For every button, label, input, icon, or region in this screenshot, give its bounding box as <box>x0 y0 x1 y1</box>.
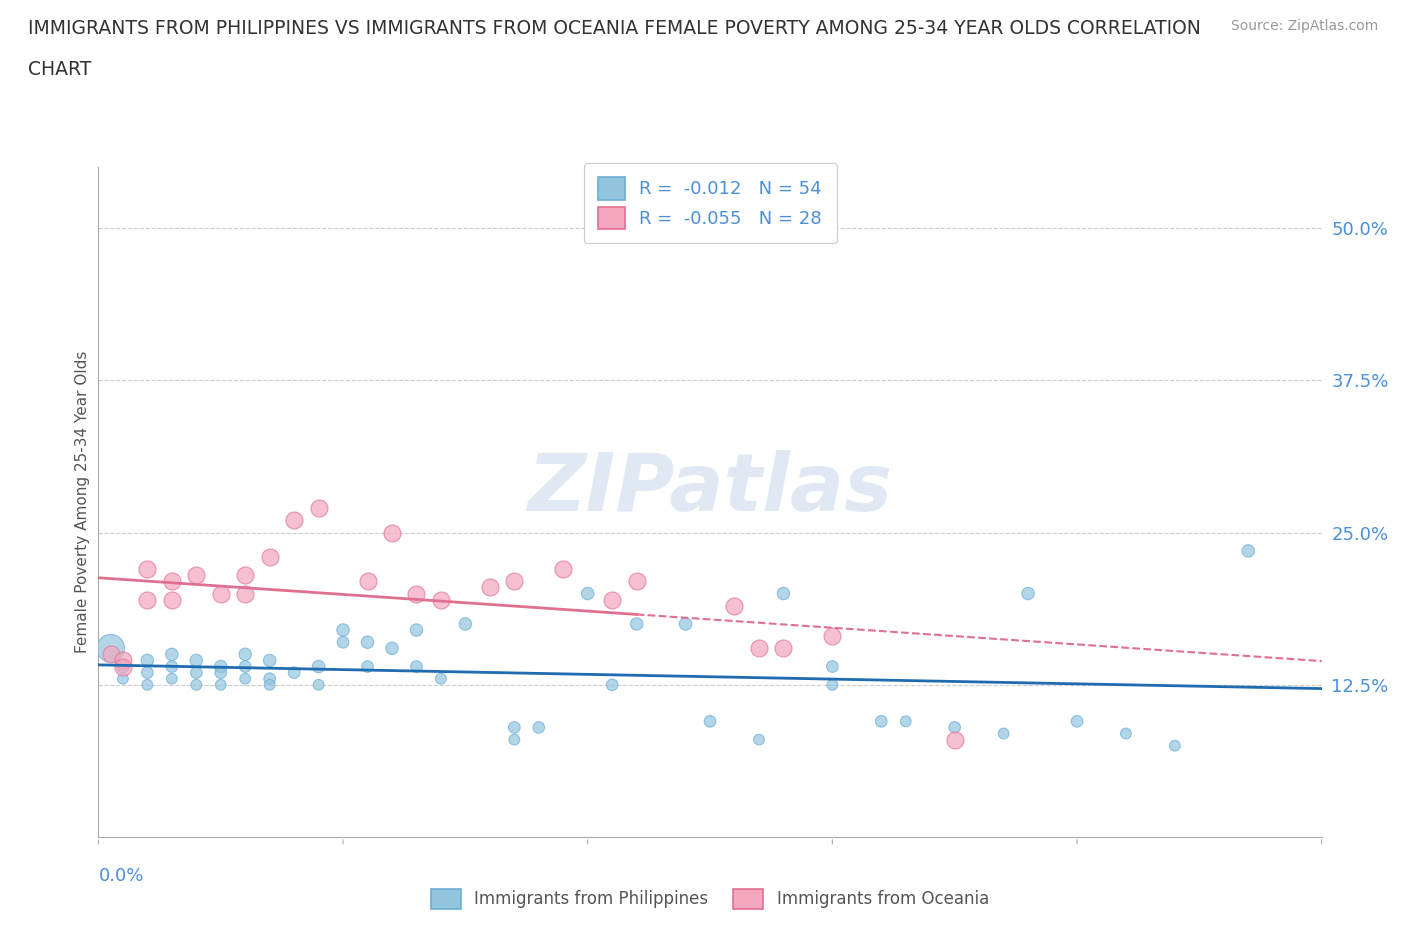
Point <box>186 568 208 583</box>
Point <box>1066 714 1088 729</box>
Point <box>1017 586 1039 601</box>
Point <box>160 659 183 674</box>
Point <box>111 653 134 668</box>
Point <box>894 714 917 729</box>
Point <box>111 659 134 674</box>
Point <box>772 641 794 656</box>
Point <box>332 622 354 637</box>
Point <box>503 720 526 735</box>
Point <box>186 677 208 692</box>
Point <box>748 732 770 747</box>
Point <box>430 671 453 686</box>
Point <box>111 659 134 674</box>
Point <box>356 574 378 589</box>
Point <box>381 525 404 540</box>
Point <box>160 671 183 686</box>
Point <box>553 562 575 577</box>
Point <box>308 659 330 674</box>
Point <box>748 641 770 656</box>
Point <box>136 562 159 577</box>
Point <box>381 641 404 656</box>
Point <box>233 671 256 686</box>
Point <box>405 622 427 637</box>
Point <box>136 592 159 607</box>
Point <box>186 653 208 668</box>
Point <box>723 598 745 613</box>
Legend: Immigrants from Philippines, Immigrants from Oceania: Immigrants from Philippines, Immigrants … <box>425 882 995 916</box>
Point <box>821 629 844 644</box>
Point <box>356 635 378 650</box>
Point <box>576 586 599 601</box>
Point <box>405 659 427 674</box>
Point <box>1164 738 1187 753</box>
Point <box>308 677 330 692</box>
Point <box>186 665 208 680</box>
Point <box>100 641 122 656</box>
Point <box>626 617 648 631</box>
Point <box>1237 543 1260 558</box>
Point <box>209 586 232 601</box>
Point <box>821 659 844 674</box>
Point <box>283 513 305 528</box>
Point <box>600 677 623 692</box>
Point <box>209 677 232 692</box>
Point <box>821 677 844 692</box>
Point <box>259 677 281 692</box>
Point <box>160 592 183 607</box>
Point <box>233 647 256 662</box>
Text: CHART: CHART <box>28 60 91 79</box>
Point <box>993 726 1015 741</box>
Point <box>870 714 893 729</box>
Point <box>209 659 232 674</box>
Point <box>478 580 501 595</box>
Point <box>675 617 697 631</box>
Point <box>160 647 183 662</box>
Point <box>100 647 122 662</box>
Point <box>259 550 281 565</box>
Point <box>136 665 159 680</box>
Text: ZIPatlas: ZIPatlas <box>527 450 893 528</box>
Point <box>136 677 159 692</box>
Text: Source: ZipAtlas.com: Source: ZipAtlas.com <box>1230 19 1378 33</box>
Point <box>356 659 378 674</box>
Point <box>1115 726 1137 741</box>
Point <box>209 665 232 680</box>
Point <box>430 592 453 607</box>
Text: 0.0%: 0.0% <box>98 867 143 885</box>
Y-axis label: Female Poverty Among 25-34 Year Olds: Female Poverty Among 25-34 Year Olds <box>75 351 90 654</box>
Point <box>308 501 330 516</box>
Point <box>259 671 281 686</box>
Point <box>259 653 281 668</box>
Point <box>503 732 526 747</box>
Point <box>699 714 721 729</box>
Point <box>772 586 794 601</box>
Point <box>943 720 966 735</box>
Point <box>283 665 305 680</box>
Point <box>233 659 256 674</box>
Text: IMMIGRANTS FROM PHILIPPINES VS IMMIGRANTS FROM OCEANIA FEMALE POVERTY AMONG 25-3: IMMIGRANTS FROM PHILIPPINES VS IMMIGRANT… <box>28 19 1201 37</box>
Point <box>136 653 159 668</box>
Point <box>626 574 648 589</box>
Point <box>233 568 256 583</box>
Point <box>111 671 134 686</box>
Point <box>600 592 623 607</box>
Point <box>160 574 183 589</box>
Point <box>527 720 550 735</box>
Point <box>405 586 427 601</box>
Point <box>503 574 526 589</box>
Point <box>233 586 256 601</box>
Point <box>332 635 354 650</box>
Point <box>943 732 966 747</box>
Point <box>454 617 477 631</box>
